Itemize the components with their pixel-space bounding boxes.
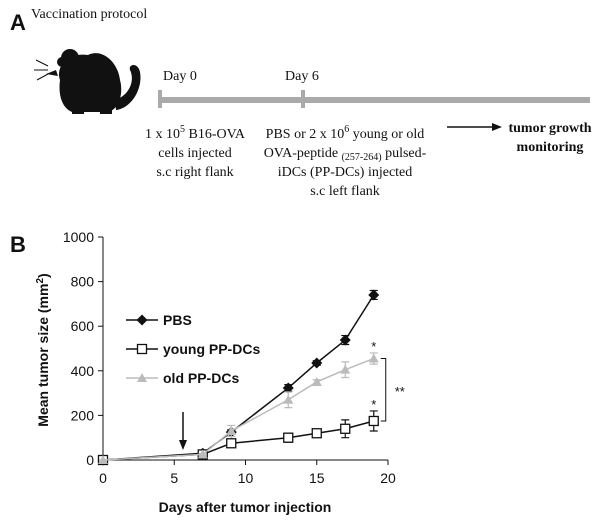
text-part: ) bbox=[35, 273, 51, 278]
marker bbox=[137, 373, 147, 382]
monitoring-text: monitoring bbox=[517, 140, 584, 155]
protocol-text: s.c left flank bbox=[310, 184, 380, 199]
y-tick-label: 1000 bbox=[63, 229, 94, 245]
mouse-icon bbox=[34, 49, 141, 114]
y-tick-label: 600 bbox=[71, 318, 95, 334]
protocol-text: PBS or 2 x 106 young or old bbox=[266, 124, 425, 142]
protocol-text: s.c right flank bbox=[156, 165, 233, 180]
marker bbox=[283, 432, 294, 443]
marker bbox=[226, 438, 237, 449]
day-label: Day 0 bbox=[163, 69, 197, 84]
subscript: (257-264) bbox=[342, 152, 382, 163]
marker bbox=[340, 364, 351, 374]
text-part: pulsed- bbox=[382, 146, 427, 161]
annotation: * bbox=[371, 339, 376, 354]
x-tick-label: 10 bbox=[238, 470, 254, 486]
protocol-text: cells injected bbox=[158, 146, 231, 161]
text-part: B16-OVA bbox=[185, 127, 246, 142]
x-tick-label: 5 bbox=[170, 470, 178, 486]
superscript: 2 bbox=[35, 278, 46, 284]
injection-arrow-head bbox=[179, 440, 187, 450]
marker bbox=[311, 357, 323, 369]
superscript: 6 bbox=[344, 124, 349, 135]
marker bbox=[98, 455, 108, 464]
y-tick-label: 800 bbox=[71, 274, 95, 290]
marker bbox=[368, 289, 380, 301]
panel-letter: B bbox=[10, 232, 26, 257]
marker bbox=[282, 382, 294, 394]
marker bbox=[136, 343, 148, 355]
marker bbox=[136, 314, 148, 326]
arrow-head bbox=[492, 123, 502, 131]
x-tick-label: 0 bbox=[99, 470, 107, 486]
text-part: Mean tumor size (mm bbox=[35, 284, 51, 427]
y-tick-label: 0 bbox=[86, 452, 94, 468]
text-part: young or old bbox=[349, 127, 424, 142]
legend-label: old PP-DCs bbox=[163, 370, 239, 386]
y-tick-label: 400 bbox=[71, 363, 95, 379]
y-tick-label: 200 bbox=[71, 407, 95, 423]
panel-title: Vaccination protocol bbox=[31, 7, 147, 22]
day-label: Day 6 bbox=[285, 69, 319, 84]
marker bbox=[368, 415, 379, 427]
marker bbox=[226, 426, 237, 436]
legend-label: PBS bbox=[163, 312, 192, 328]
significance-bracket bbox=[380, 358, 387, 422]
marker bbox=[340, 423, 351, 434]
text-part: PBS or 2 x 10 bbox=[266, 127, 345, 142]
panel-letter: A bbox=[10, 10, 26, 35]
protocol-text: 1 x 105 B16-OVA bbox=[145, 124, 246, 142]
x-axis-label: Days after tumor injection bbox=[159, 499, 332, 515]
x-tick-label: 15 bbox=[309, 470, 325, 486]
text-part: OVA-peptide bbox=[264, 146, 342, 161]
monitoring-text: tumor growth bbox=[508, 121, 591, 136]
x-tick-label: 20 bbox=[380, 470, 396, 486]
annotation: * bbox=[371, 397, 376, 412]
annotation: ** bbox=[395, 384, 405, 399]
y-axis-label: Mean tumor size (mm2) bbox=[35, 273, 51, 426]
superscript: 5 bbox=[180, 124, 185, 135]
protocol-text: iDCs (PP-DCs) injected bbox=[278, 165, 413, 180]
marker bbox=[368, 353, 379, 363]
marker bbox=[339, 334, 351, 346]
protocol-text: OVA-peptide (257-264) pulsed- bbox=[264, 146, 427, 163]
marker bbox=[197, 449, 208, 459]
marker bbox=[311, 376, 322, 386]
legend-label: young PP-DCs bbox=[163, 341, 260, 357]
marker bbox=[311, 428, 322, 439]
mouse-eye bbox=[55, 64, 59, 68]
marker bbox=[283, 394, 294, 404]
text-part: 1 x 10 bbox=[145, 127, 180, 142]
